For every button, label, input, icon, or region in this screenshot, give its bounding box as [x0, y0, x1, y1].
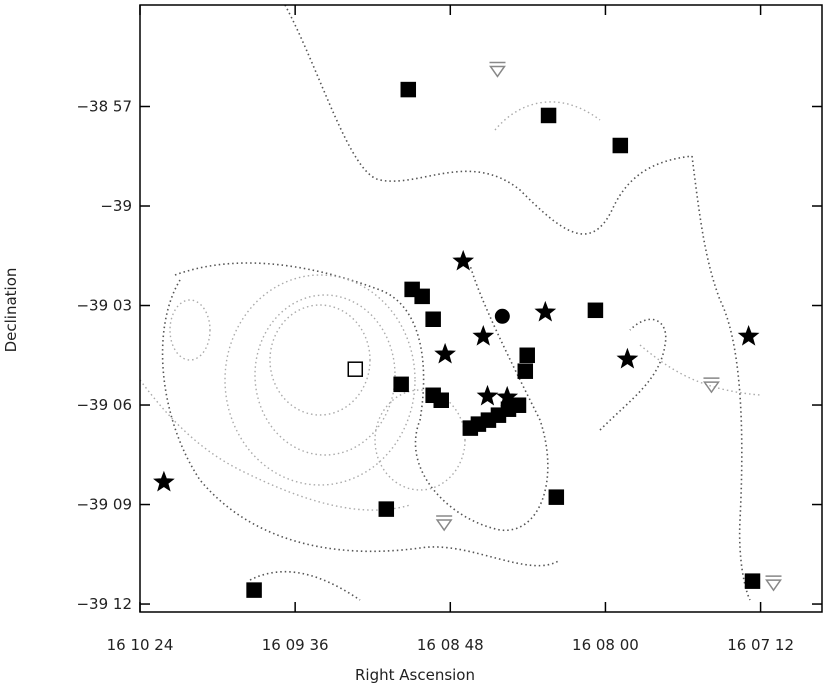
contours — [139, 4, 761, 601]
square-marker — [612, 137, 629, 154]
y-tick-label: −39 06 — [76, 396, 132, 414]
square-marker — [347, 361, 364, 377]
square-marker — [246, 582, 262, 598]
circle-marker — [494, 308, 510, 324]
triangle-marker — [435, 515, 453, 532]
y-tick-label: −39 — [100, 197, 132, 215]
triangle-marker — [703, 377, 720, 394]
square-marker — [425, 311, 441, 327]
contour — [374, 389, 466, 491]
square-marker — [400, 81, 417, 98]
star-marker — [153, 470, 175, 492]
square-marker — [414, 288, 430, 305]
y-tick-label: −39 12 — [76, 595, 132, 613]
square-marker — [393, 376, 409, 393]
square-marker — [378, 501, 395, 517]
star-marker — [737, 324, 760, 346]
square-marker — [548, 489, 565, 505]
x-axis-label: Right Ascension — [355, 666, 475, 684]
contour — [249, 571, 361, 601]
star-marker — [476, 384, 499, 406]
triangle-marker — [765, 575, 782, 592]
contour — [269, 304, 371, 416]
contour — [224, 274, 416, 486]
contour — [254, 294, 396, 456]
x-tick-label: 16 08 00 — [572, 636, 639, 654]
contour — [691, 155, 751, 601]
triangle-marker — [489, 61, 506, 78]
y-tick-label: −39 09 — [76, 496, 132, 514]
plot-frame — [139, 4, 823, 613]
contour — [174, 262, 549, 531]
square-marker — [433, 392, 449, 408]
square-marker — [587, 302, 604, 319]
contour — [169, 299, 211, 361]
star-marker — [496, 385, 519, 407]
square-marker — [540, 107, 557, 124]
x-tick-label: 16 09 36 — [262, 636, 329, 654]
contour — [139, 379, 411, 511]
star-marker — [472, 324, 495, 346]
contour — [639, 344, 761, 396]
star-marker — [434, 342, 456, 364]
contour — [284, 4, 693, 235]
y-axis-label: Declination — [2, 268, 20, 353]
x-tick-label: 16 07 12 — [727, 636, 794, 654]
star-marker — [534, 300, 557, 322]
square-marker — [510, 397, 527, 413]
square-marker — [744, 573, 761, 589]
x-tick-label: 16 08 48 — [417, 636, 484, 654]
x-tick-label: 16 10 24 — [107, 636, 174, 654]
star-marker — [616, 347, 639, 369]
star-marker — [452, 249, 475, 271]
square-marker — [519, 347, 535, 364]
contour — [599, 318, 667, 431]
y-tick-label: −38 57 — [76, 97, 132, 115]
y-tick-label: −39 03 — [76, 297, 132, 315]
square-marker — [517, 363, 534, 379]
